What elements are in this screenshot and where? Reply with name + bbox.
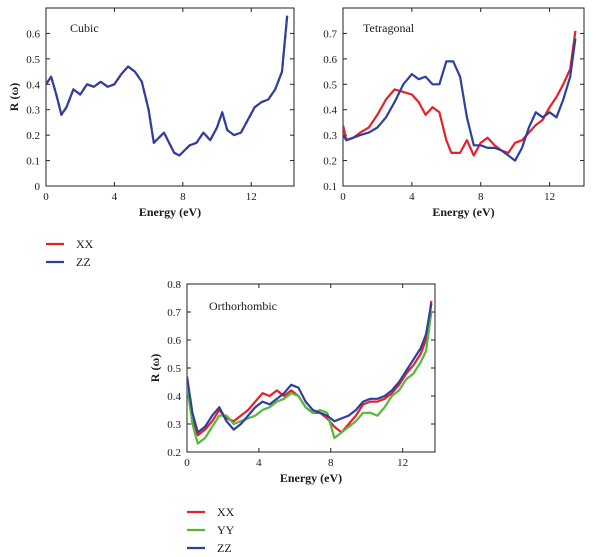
- y-axis-title: R (ω): [148, 354, 162, 382]
- y-tick-label: 0.2: [26, 130, 40, 142]
- panel-title: Tetragonal: [363, 21, 415, 35]
- y-tick-label: 0.7: [323, 28, 337, 40]
- y-tick-label: 0.4: [323, 105, 337, 117]
- chart-panel-cubic: 0 4 8 12 0 0.1 0.2 0.3 0.4 0.5 0.6 Energy (eV) R (ω)…: [7, 7, 295, 269]
- y-tick-label: 0.5: [26, 54, 40, 66]
- plot-frame: [342, 7, 585, 187]
- y-tick-label: 0.5: [323, 79, 337, 91]
- x-tick-label: 4: [256, 457, 262, 469]
- x-tick-label: 12: [544, 191, 555, 203]
- y-tick-label: 0.7: [167, 307, 181, 319]
- legend-label-yy: YY: [217, 523, 235, 537]
- series-line-xx: [343, 30, 577, 157]
- y-tick-label: 0.3: [167, 419, 181, 431]
- x-tick-label: 12: [246, 191, 257, 203]
- series-line-zz: [343, 38, 577, 162]
- legend-label-zz: ZZ: [76, 255, 91, 269]
- y-tick-label: 0.4: [26, 79, 40, 91]
- x-axis-title: Energy (eV): [432, 205, 494, 219]
- y-tick-label: 0.1: [323, 181, 337, 193]
- y-tick-label: 0.3: [323, 130, 337, 142]
- series-line-zz: [46, 15, 289, 157]
- x-axis-title: Energy (eV): [139, 205, 201, 219]
- y-tick-label: 0.1: [26, 156, 40, 168]
- y-tick-label: 0.5: [167, 363, 181, 375]
- y-tick-label: 0.6: [323, 54, 337, 66]
- panel-title: Cubic: [70, 21, 99, 35]
- x-axis-title: Energy (eV): [280, 471, 342, 485]
- plot-frame: [45, 7, 295, 187]
- x-tick-label: 0: [43, 191, 49, 203]
- chart-panel-tetragonal: 0 4 8 12 0.1 0.2 0.3 0.4 0.5 0.6 0.7 Energy (eV) Tet…: [323, 7, 585, 219]
- legend-label-xx: XX: [217, 505, 235, 519]
- legend-label-zz: ZZ: [217, 541, 232, 555]
- y-tick-label: 0.2: [167, 447, 181, 459]
- y-tick-label: 0: [35, 181, 41, 193]
- x-tick-label: 0: [340, 191, 346, 203]
- y-axis-title: R (ω): [7, 83, 21, 111]
- series-line-xx: [46, 15, 289, 157]
- x-tick-label: 4: [112, 191, 118, 203]
- y-tick-label: 0.2: [323, 156, 337, 168]
- y-tick-label: 0.6: [26, 28, 40, 40]
- y-tick-label: 0.4: [167, 391, 181, 403]
- y-tick-label: 0.8: [167, 279, 181, 291]
- legend-label-xx: XX: [76, 237, 94, 251]
- x-tick-label: 8: [328, 457, 334, 469]
- y-tick-label: 0.6: [167, 335, 181, 347]
- x-tick-label: 0: [184, 457, 190, 469]
- x-tick-label: 4: [409, 191, 415, 203]
- series-line-zz: [187, 303, 433, 434]
- series-line-yy: [187, 311, 433, 445]
- x-tick-label: 8: [180, 191, 186, 203]
- chart-panel-orthorhombic: 0 4 8 12 0.2 0.3 0.4 0.5 0.6 0.7 0.8 Energy (eV) R (…: [148, 279, 436, 555]
- x-tick-label: 12: [397, 457, 408, 469]
- x-tick-label: 8: [478, 191, 484, 203]
- panel-title: Orthorhombic: [209, 299, 277, 313]
- y-tick-label: 0.3: [26, 105, 40, 117]
